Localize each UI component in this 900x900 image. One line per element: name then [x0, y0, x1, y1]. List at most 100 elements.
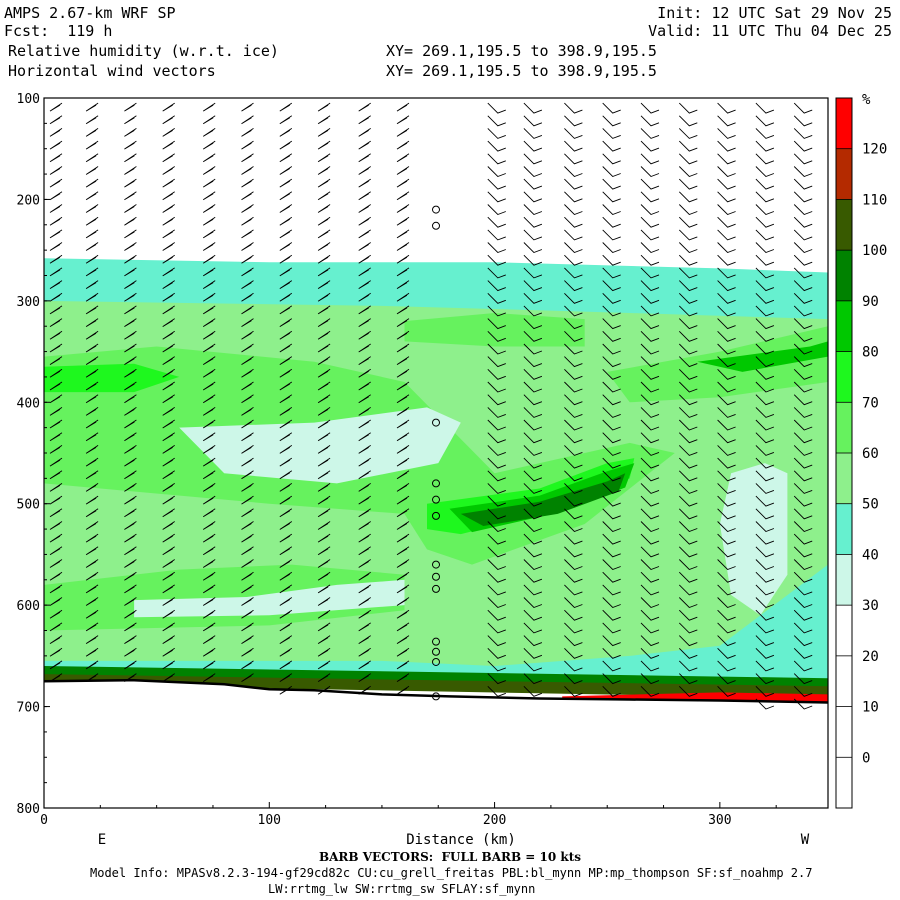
wind-barb — [602, 140, 621, 152]
wind-barb — [124, 635, 137, 644]
wind-barb — [317, 571, 331, 581]
wind-barb — [717, 407, 736, 418]
wind-barb — [358, 407, 371, 416]
wind-barb — [755, 280, 775, 292]
wind-barb — [49, 584, 63, 594]
wind-barb — [523, 622, 543, 634]
wind-barb — [279, 330, 293, 340]
wind-barb — [241, 673, 254, 682]
wind-barb — [793, 685, 813, 697]
wind-barb — [678, 660, 698, 672]
wind-barb — [124, 292, 137, 302]
wind-barb — [793, 305, 813, 317]
wind-barb — [564, 216, 583, 228]
wind-barb — [279, 140, 293, 150]
field-subtitle: Horizontal wind vectors — [8, 62, 216, 80]
wind-barb — [162, 368, 175, 378]
wind-barb — [564, 622, 583, 634]
terrain-line — [43, 678, 829, 704]
wind-barb — [202, 419, 216, 429]
wind-barb — [396, 407, 410, 416]
colorbar-label: 90 — [862, 294, 879, 310]
wind-barb — [85, 495, 99, 505]
wind-barb — [396, 584, 410, 594]
wind-barb — [487, 381, 506, 393]
field-title: Relative humidity (w.r.t. ice) — [8, 42, 279, 60]
wind-barb — [202, 267, 216, 277]
wind-barb — [793, 635, 813, 647]
wind-barb — [523, 647, 543, 659]
wind-barb — [358, 571, 371, 581]
wind-barb — [678, 635, 698, 647]
wind-barb — [279, 584, 293, 594]
wind-barb — [640, 381, 660, 393]
wind-barb — [396, 521, 410, 530]
wind-barb — [49, 330, 63, 340]
wind-barb — [717, 191, 736, 203]
wind-barb — [279, 381, 293, 391]
wind-barb — [793, 115, 813, 127]
wind-barb — [602, 559, 621, 571]
wind-barb — [317, 445, 331, 454]
wind-barb — [124, 178, 137, 188]
wind-barb — [202, 242, 216, 251]
wind-barb — [358, 381, 371, 391]
wind-barb — [640, 635, 660, 647]
wind-barb — [241, 128, 254, 137]
wind-barb — [487, 445, 506, 456]
wind-barb — [755, 115, 775, 127]
wind-barb — [241, 597, 254, 606]
wind-barb — [523, 166, 543, 178]
wind-barb — [317, 140, 331, 150]
wind-barb — [49, 178, 63, 188]
wind-barb — [202, 381, 216, 391]
wind-barb — [487, 178, 506, 190]
wind-barb — [241, 394, 254, 404]
wind-barb — [678, 330, 698, 342]
wind-barb — [717, 242, 736, 254]
wind-barb — [678, 178, 698, 190]
wind-barb — [678, 128, 698, 139]
wind-barb — [678, 305, 698, 317]
wind-barb — [358, 685, 371, 695]
wind-barb — [202, 128, 216, 137]
wind-barb — [793, 229, 813, 241]
wind-barb — [358, 457, 371, 467]
wind-barb — [241, 254, 254, 264]
colorbar-label: 110 — [862, 192, 887, 208]
wind-barb — [85, 533, 99, 543]
calm-wind-marker — [432, 495, 440, 504]
wind-barb — [317, 432, 331, 442]
wind-barb — [317, 292, 331, 302]
calm-wind-marker — [432, 657, 440, 666]
wind-barb — [640, 343, 660, 355]
wind-barb — [85, 609, 99, 619]
wind-barb — [523, 305, 543, 317]
wind-barb — [755, 457, 775, 469]
wind-barb — [717, 280, 736, 292]
wind-barb — [162, 318, 175, 327]
wind-barb — [602, 318, 621, 330]
wind-barb — [85, 546, 99, 556]
wind-barb — [124, 559, 137, 568]
wind-barb — [678, 495, 698, 507]
wind-barb — [487, 457, 506, 469]
wind-barb — [717, 394, 736, 406]
wind-barb — [317, 622, 331, 632]
wind-barb — [358, 280, 371, 289]
wind-barb — [124, 508, 137, 518]
wind-barb — [317, 115, 331, 125]
wind-barb — [202, 521, 216, 530]
wind-barb — [49, 407, 63, 416]
wind-barb — [487, 559, 506, 571]
wind-barb — [85, 178, 99, 188]
wind-barb — [241, 609, 254, 619]
wind-barb — [317, 229, 331, 239]
colorbar-label: 70 — [862, 395, 879, 411]
wind-barb — [678, 153, 698, 165]
wind-barb — [241, 419, 254, 429]
wind-barb — [793, 673, 813, 685]
wind-barb — [564, 419, 583, 431]
wind-barb — [85, 330, 99, 340]
wind-barb — [162, 280, 175, 289]
